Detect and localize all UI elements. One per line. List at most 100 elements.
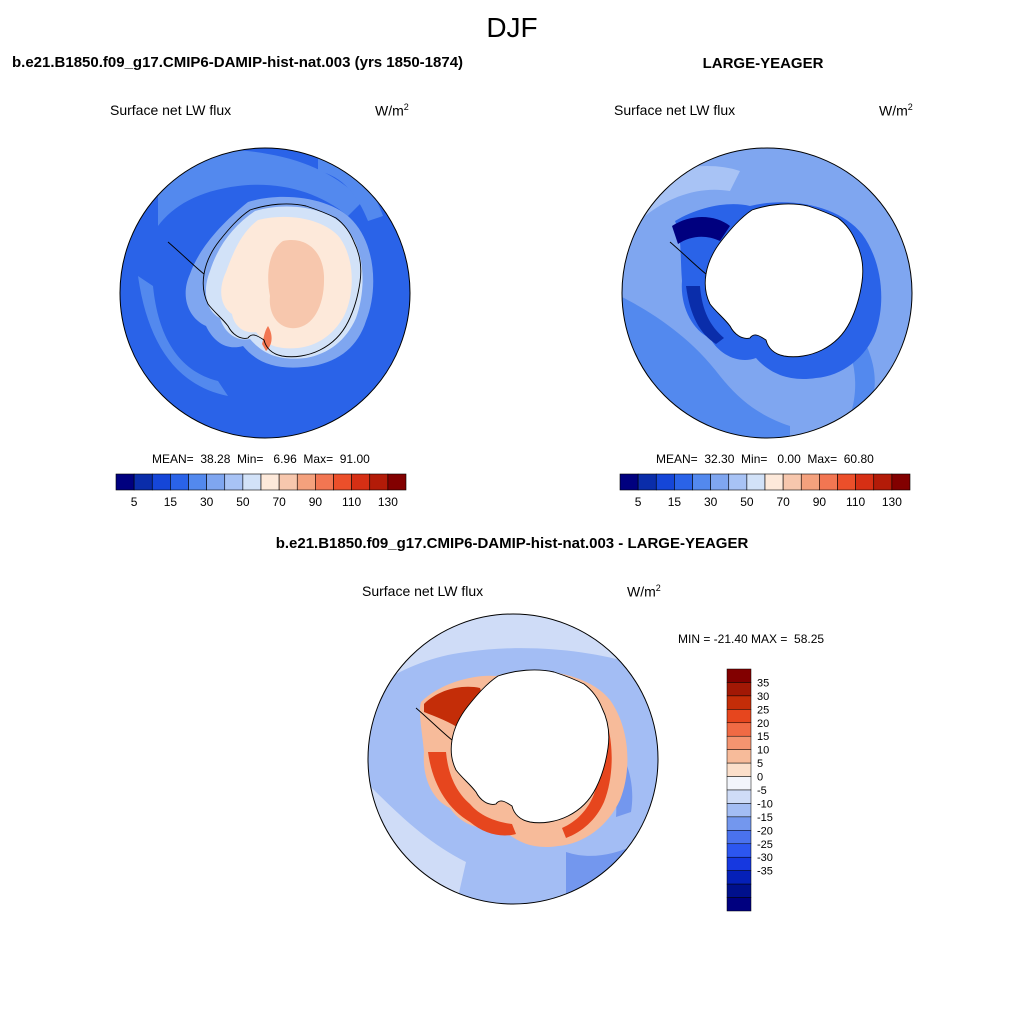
colorbar-tick-label: 130: [882, 495, 902, 509]
ocean-contour-band: [158, 150, 363, 226]
map-border: [621, 147, 913, 439]
antarctic-peninsula-coastline: [669, 241, 707, 275]
colorbar-tick-label: 90: [813, 495, 827, 509]
panel3-variable: Surface net LW flux: [362, 583, 484, 599]
colorbar-swatch: [296, 473, 316, 491]
panel3-stats: MIN = -21.40 MAX = 58.25: [678, 632, 825, 646]
colorbar-tick-label: -10: [757, 798, 773, 810]
colorbar-tick-label: -25: [757, 839, 773, 851]
colorbar-tick-label: 30: [704, 495, 718, 509]
colorbar-swatch: [188, 473, 207, 491]
colorbar-swatch: [315, 473, 334, 491]
colorbar-swatch: [726, 816, 752, 831]
map-panel3: [367, 613, 659, 905]
colorbar-swatch: [800, 473, 820, 491]
antarctic-coastline: [202, 203, 362, 358]
panel2-units: W/m2: [879, 102, 913, 119]
colorbar-tick-label: 20: [757, 718, 769, 730]
colorbar-swatch: [224, 473, 244, 491]
colorbar-swatch: [726, 856, 752, 871]
colorbar-panel2: 5 15 30 50 70 90 110 130: [619, 473, 911, 509]
colorbar-tick-label: -5: [757, 785, 767, 797]
colorbar-tick-label: 70: [272, 495, 286, 509]
panel2-stats: MEAN= 32.30 Min= 0.00 Max= 60.80: [656, 452, 874, 466]
difference-title: b.e21.B1850.f09_g17.CMIP6-DAMIP-hist-nat…: [275, 535, 749, 552]
colorbar-swatch: [692, 473, 711, 491]
colorbar-swatch: [726, 789, 752, 804]
colorbar-tick-label: 15: [164, 495, 178, 509]
map-panel1: [119, 147, 411, 439]
colorbar-tick-label: 25: [757, 704, 769, 716]
ocean-contour-band: [318, 156, 383, 221]
colorbar-swatch: [726, 668, 752, 683]
panel1-units: W/m2: [375, 102, 409, 119]
colorbar-swatch: [728, 473, 748, 491]
antarctic-peninsula-coastline: [415, 707, 453, 741]
colorbar-swatch: [855, 473, 875, 491]
antarctica-high-plateau: [268, 240, 325, 329]
coastal-maximum: [428, 752, 516, 836]
colorbar-swatch: [891, 473, 911, 491]
season-title: DJF: [486, 12, 538, 43]
colorbar-swatch: [837, 473, 856, 491]
panel3-units: W/m2: [627, 583, 661, 600]
colorbar-tick-label: -35: [757, 866, 773, 878]
colorbar-swatch: [726, 749, 752, 764]
colorbar-swatch: [637, 473, 657, 491]
colorbar-tick-label: 0: [757, 772, 763, 784]
colorbar-swatch: [206, 473, 226, 491]
panel2-variable: Surface net LW flux: [614, 102, 736, 118]
colorbar-tick-label: 50: [740, 495, 754, 509]
colorbar-swatch: [764, 473, 784, 491]
colorbar-tick-label: 5: [757, 758, 763, 770]
colorbar-swatch: [873, 473, 893, 491]
colorbar-swatch: [151, 473, 171, 491]
colorbar-swatch: [726, 897, 752, 912]
colorbar-tick-label: 30: [200, 495, 214, 509]
colorbar-tick-label: 30: [757, 691, 769, 703]
colorbar-swatch: [619, 473, 639, 491]
colorbar-swatch: [726, 695, 752, 710]
colorbar-swatch: [726, 735, 752, 750]
coastal-minimum: [672, 217, 730, 244]
colorbar-tick-label: -30: [757, 852, 773, 864]
colorbar-swatch: [260, 473, 280, 491]
colorbar-swatch: [726, 682, 752, 697]
colorbar-swatch: [333, 473, 352, 491]
colorbar-swatch: [726, 870, 752, 885]
panel1-variable: Surface net LW flux: [110, 102, 232, 118]
antarctic-peninsula-coastline: [167, 241, 205, 275]
colorbar-swatch: [655, 473, 675, 491]
colorbar-tick-label: 50: [236, 495, 250, 509]
colorbar-swatch: [782, 473, 802, 491]
colorbar-tick-label: 15: [668, 495, 682, 509]
colorbar-swatch: [819, 473, 838, 491]
colorbar-swatch: [674, 473, 693, 491]
ocean-contour-band: [138, 276, 228, 396]
land-mask: [450, 669, 610, 824]
colorbar-tick-label: 10: [757, 745, 769, 757]
coastal-hotspot: [262, 326, 272, 351]
colorbar-swatch: [278, 473, 298, 491]
colorbar-tick-label: -20: [757, 825, 773, 837]
colorbar-tick-label: 15: [757, 731, 769, 743]
colorbar-tick-label: 35: [757, 677, 769, 689]
colorbar-swatch: [746, 473, 766, 491]
colorbar-swatch: [242, 473, 262, 491]
coastal-minimum: [686, 286, 724, 344]
colorbar-swatch: [170, 473, 189, 491]
colorbar-tick-label: 5: [131, 495, 138, 509]
colorbar-swatch: [726, 776, 752, 791]
colorbar-tick-label: 110: [342, 495, 361, 509]
panel2-title: LARGE-YEAGER: [702, 55, 824, 72]
colorbar-swatch: [351, 473, 371, 491]
colorbar-tick-label: 90: [309, 495, 323, 509]
land-mask: [704, 203, 864, 358]
colorbar-swatch: [726, 883, 752, 898]
colorbar-tick-label: -15: [757, 812, 773, 824]
colorbar-tick-label: 130: [378, 495, 398, 509]
panel1-stats: MEAN= 38.28 Min= 6.96 Max= 91.00: [152, 452, 370, 466]
map-panel2: [621, 147, 913, 439]
colorbar-swatch: [115, 473, 135, 491]
